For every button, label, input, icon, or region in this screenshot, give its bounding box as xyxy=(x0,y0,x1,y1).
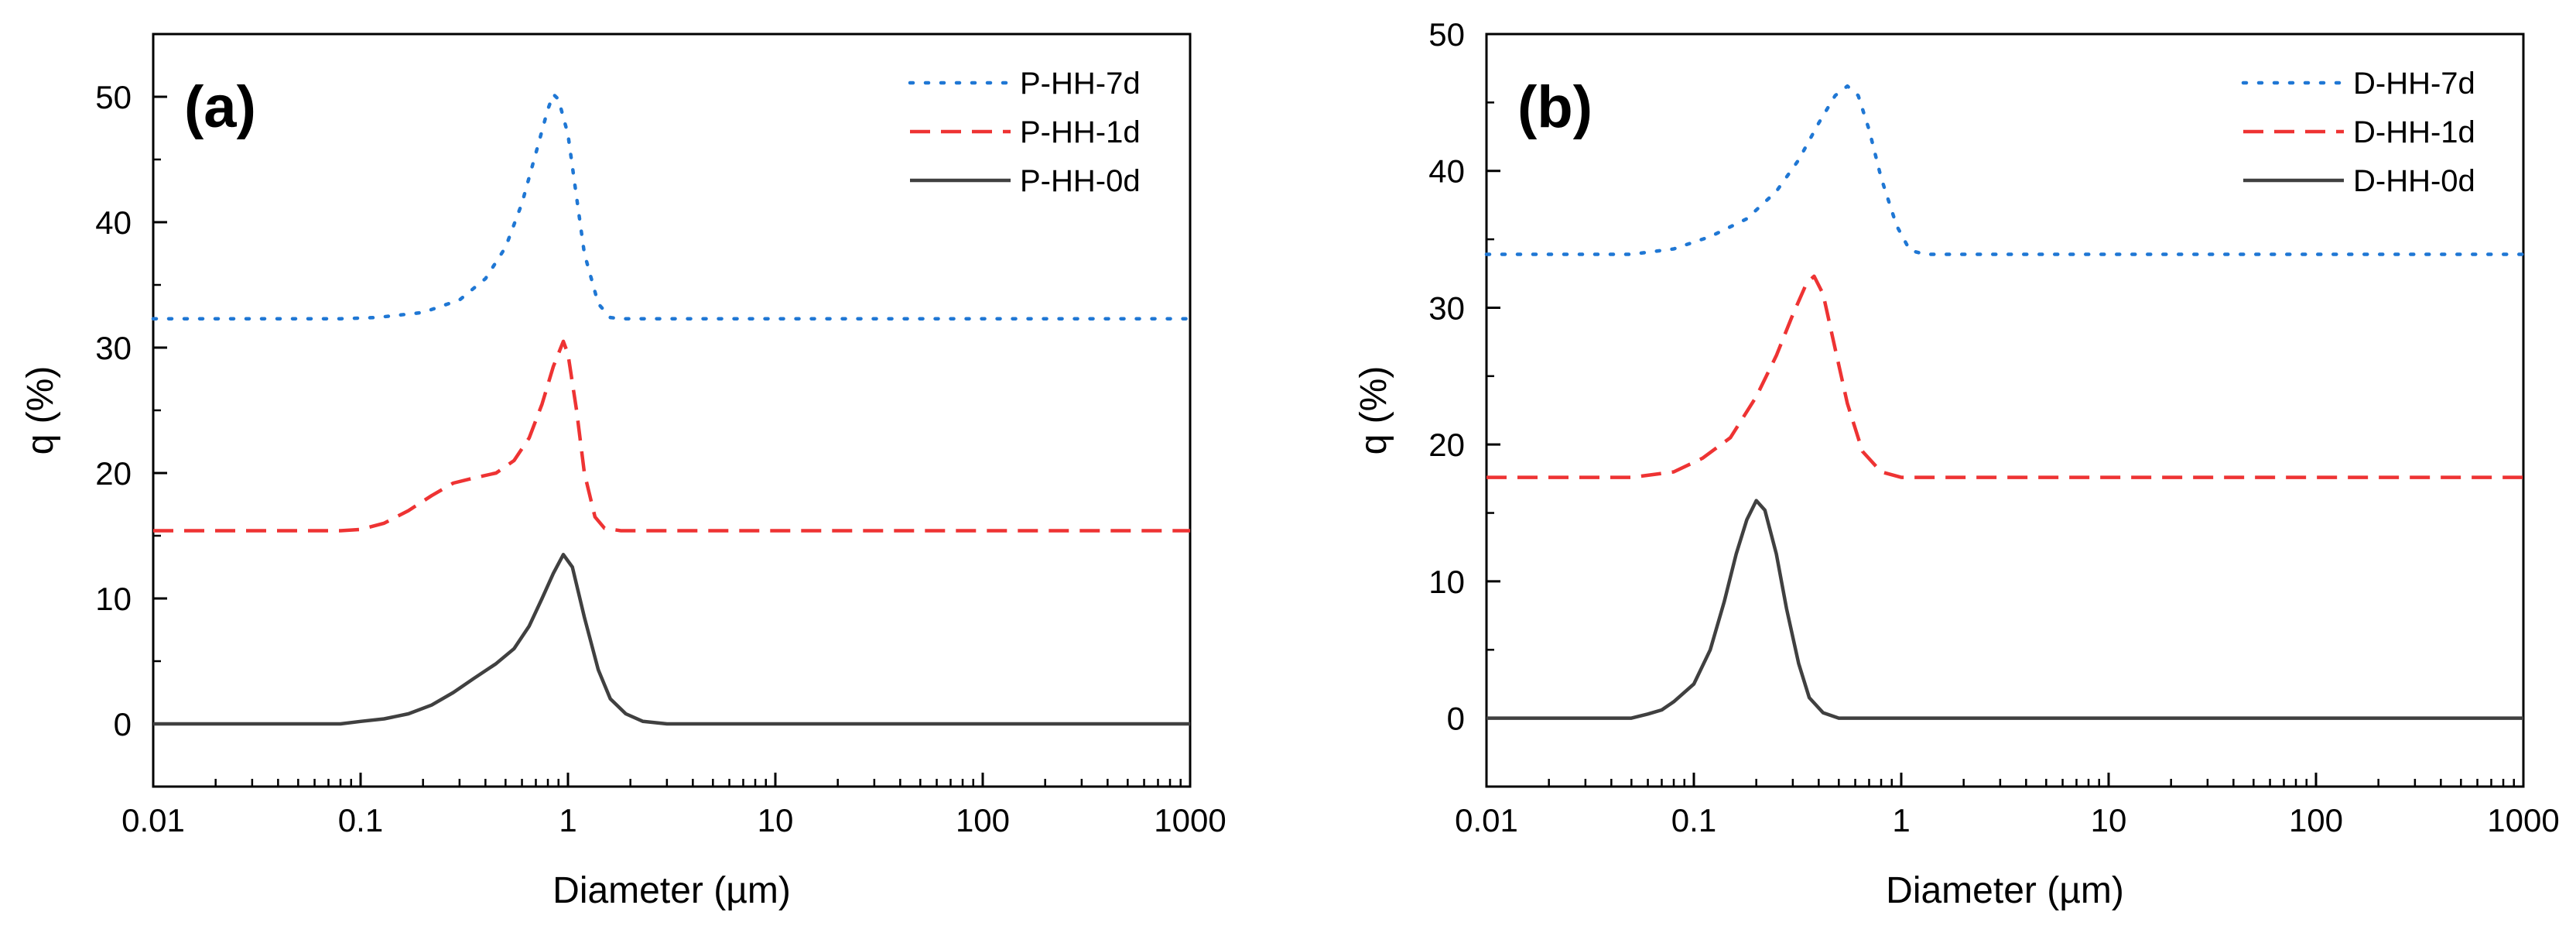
y-axis-title: q (%) xyxy=(1353,366,1394,455)
x-axis-title: Diameter (µm) xyxy=(552,870,791,911)
legend-label: P-HH-1d xyxy=(1020,115,1141,149)
panel-label: (a) xyxy=(184,74,256,140)
y-tick-label: 10 xyxy=(1428,564,1465,600)
chart-b: 0.01 0.1 1 10 100 1000 0 10 20 30 40 50 Diameter (µm… xyxy=(1353,16,2560,911)
series-line-P-HH-7d xyxy=(151,92,1192,321)
y-tick-label: 20 xyxy=(95,455,132,492)
x-tick-label: 0.01 xyxy=(1455,802,1518,838)
x-axis-title: Diameter (µm) xyxy=(1886,870,2124,911)
x-tick-label: 10 xyxy=(758,802,794,838)
x-tick-label: 100 xyxy=(956,802,1010,838)
legend-label: D-HH-0d xyxy=(2353,164,2475,198)
chart-a: 0.01 0.1 1 10 100 1000 0 10 20 30 40 50 Diameter (µm… xyxy=(20,33,1226,911)
x-tick-label: 0.1 xyxy=(338,802,383,838)
series-line-P-HH-1d xyxy=(153,339,1190,533)
x-tick-label: 1000 xyxy=(2487,802,2559,838)
series-line-D-HH-0d xyxy=(1486,499,2523,720)
plot-frame xyxy=(1485,33,2525,788)
y-tick-label: 40 xyxy=(95,204,132,241)
legend-label: D-HH-7d xyxy=(2353,67,2475,101)
x-tick-label: 1 xyxy=(1892,802,1910,838)
series-line-P-HH-0d xyxy=(153,553,1190,726)
y-tick-label: 50 xyxy=(1428,16,1465,53)
legend-label: P-HH-7d xyxy=(1020,67,1141,101)
legend-label: D-HH-1d xyxy=(2353,115,2475,149)
x-tick-label: 1 xyxy=(559,802,576,838)
x-tick-label: 0.01 xyxy=(121,802,185,838)
x-tick-label: 1000 xyxy=(1154,802,1226,838)
y-tick-label: 50 xyxy=(95,79,132,115)
y-tick-label: 30 xyxy=(1428,290,1465,326)
y-tick-label: 10 xyxy=(95,581,132,617)
x-tick-label: 10 xyxy=(2091,802,2127,838)
y-tick-label: 0 xyxy=(1447,701,1465,737)
series-line-D-HH-1d xyxy=(1486,274,2523,479)
x-tick-label: 0.1 xyxy=(1671,802,1716,838)
x-tick-label: 100 xyxy=(2289,802,2343,838)
series-line-D-HH-7d xyxy=(1484,84,2526,256)
y-axis-title: q (%) xyxy=(20,366,61,455)
y-tick-label: 0 xyxy=(114,706,132,742)
panel-label: (b) xyxy=(1517,74,1592,140)
legend-label: P-HH-0d xyxy=(1020,164,1141,198)
y-tick-label: 40 xyxy=(1428,153,1465,190)
y-tick-label: 30 xyxy=(95,330,132,366)
y-tick-label: 20 xyxy=(1428,427,1465,463)
